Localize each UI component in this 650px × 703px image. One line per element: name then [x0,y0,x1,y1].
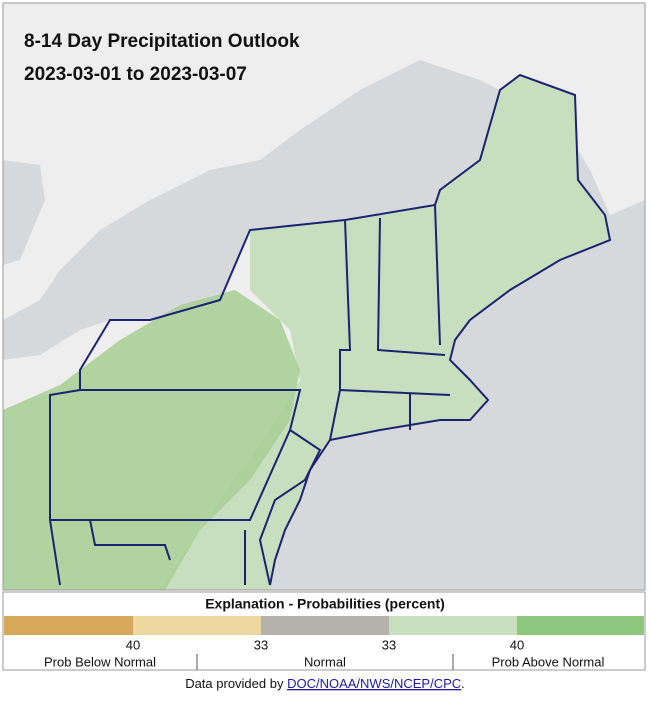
map-frame [2,2,646,591]
map: 8-14 Day Precipitation Outlook 2023-03-0… [2,2,646,591]
map-title: 8-14 Day Precipitation Outlook [24,31,300,52]
legend-tick: 40 [510,637,524,652]
lake [3,160,45,265]
legend-title: Explanation - Probabilities (percent) [205,596,445,612]
legend-swatch [389,616,517,635]
legend-swatch [261,616,389,635]
footer-suffix: . [461,676,465,691]
legend-tick: 33 [382,637,396,652]
land-north [3,3,645,320]
legend-category: Normal [304,654,346,669]
legend-category: Prob Below Normal [44,654,156,669]
above-normal-light [160,75,610,590]
footer-prefix: Data provided by [185,676,284,691]
legend-swatch [4,616,133,635]
legend: Explanation - Probabilities (percent) 40… [2,591,646,671]
legend-swatch [517,616,644,635]
state-borders [49,73,612,586]
footer-link[interactable]: DOC/NOAA/NWS/NCEP/CPC [287,676,461,691]
legend-tick: 40 [126,637,140,652]
legend-category: Prob Above Normal [492,654,605,669]
footer: Data provided by DOC/NOAA/NWS/NCEP/CPC. [185,676,465,691]
legend-swatch [133,616,261,635]
date-range: 2023-03-01 to 2023-03-07 [24,64,247,85]
legend-tick: 33 [254,637,268,652]
above-normal-dark [3,290,300,590]
